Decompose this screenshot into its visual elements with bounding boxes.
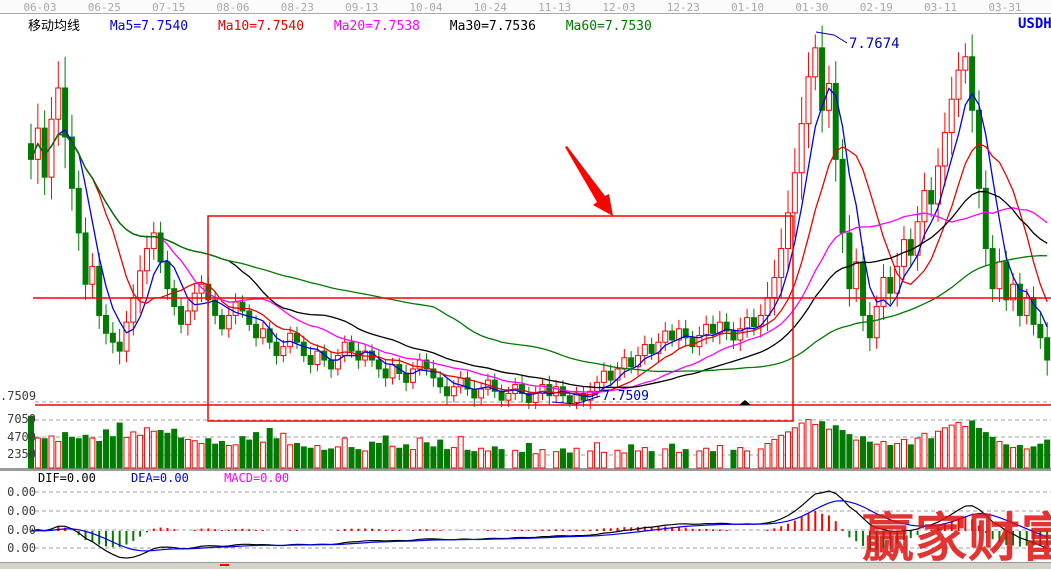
ma20-value: Ma20=7.7538	[333, 19, 420, 34]
macd-axis-label: 0.00	[7, 504, 36, 518]
date-tick: 06-25	[87, 1, 121, 14]
low-price-callout: 7.7509	[602, 389, 649, 404]
annotation-layer	[33, 31, 1051, 422]
ma10-value: Ma10=7.7540	[217, 19, 305, 34]
ma-legend: 移动均线 Ma5=7.7540 Ma10=7.7540 Ma20=7.7538 …	[28, 15, 674, 34]
ma30-value: Ma30=7.7536	[449, 19, 536, 34]
moving-average-layer	[30, 87, 1048, 398]
date-tick: 08-06	[216, 1, 250, 14]
macd-axis-label: 0.00	[7, 485, 36, 499]
volume-scale-2350: 2350	[7, 447, 36, 461]
high-price-callout: 7.7674	[849, 36, 900, 52]
volume-bar-layer	[28, 415, 1051, 469]
date-tick: 12-03	[602, 1, 636, 14]
ma5-value: Ma5=7.7540	[109, 19, 189, 34]
symbol-ticker: USDH	[1018, 16, 1051, 32]
ma60-value: Ma60=7.7530	[565, 19, 652, 34]
macd-axis-label: 0.00	[7, 523, 36, 537]
date-tick: 07-15	[152, 1, 186, 14]
candlestick-layer	[28, 25, 1051, 410]
macd-value: MACD=0.00	[224, 471, 290, 485]
date-tick: 03-31	[988, 1, 1022, 14]
date-axis: 06-03 06-25 07-15 08-06 08-23 09-13 10-04 10-24…	[0, 0, 1051, 14]
macd-legend: DIF=0.00 DEA=0.00 MACD=0.00	[38, 471, 317, 485]
date-tick: 02-19	[859, 1, 893, 14]
dif-value: DIF=0.00	[38, 471, 96, 485]
ma-legend-title: 移动均线	[28, 18, 81, 33]
macd-axis-label: 0.00	[7, 541, 36, 555]
date-tick: 11-13	[538, 1, 572, 14]
macd-layer	[30, 490, 1049, 559]
date-tick: 03-11	[924, 1, 958, 14]
scrollbar-position-tick	[220, 564, 229, 566]
dea-value: DEA=0.00	[131, 471, 189, 485]
date-tick: 01-30	[795, 1, 829, 14]
price-scale-label: .7509	[0, 389, 37, 403]
date-tick: 09-13	[345, 1, 379, 14]
horizontal-scrollbar[interactable]	[0, 562, 1051, 569]
date-tick: 12-23	[666, 1, 700, 14]
date-tick: 10-04	[409, 1, 443, 14]
date-tick: 10-24	[473, 1, 507, 14]
volume-scale-7050: 7050	[7, 412, 36, 426]
date-tick: 06-03	[23, 1, 57, 14]
date-tick: 01-10	[731, 1, 765, 14]
date-tick: 08-23	[280, 1, 314, 14]
volume-scale-4700: 4700	[7, 430, 36, 444]
